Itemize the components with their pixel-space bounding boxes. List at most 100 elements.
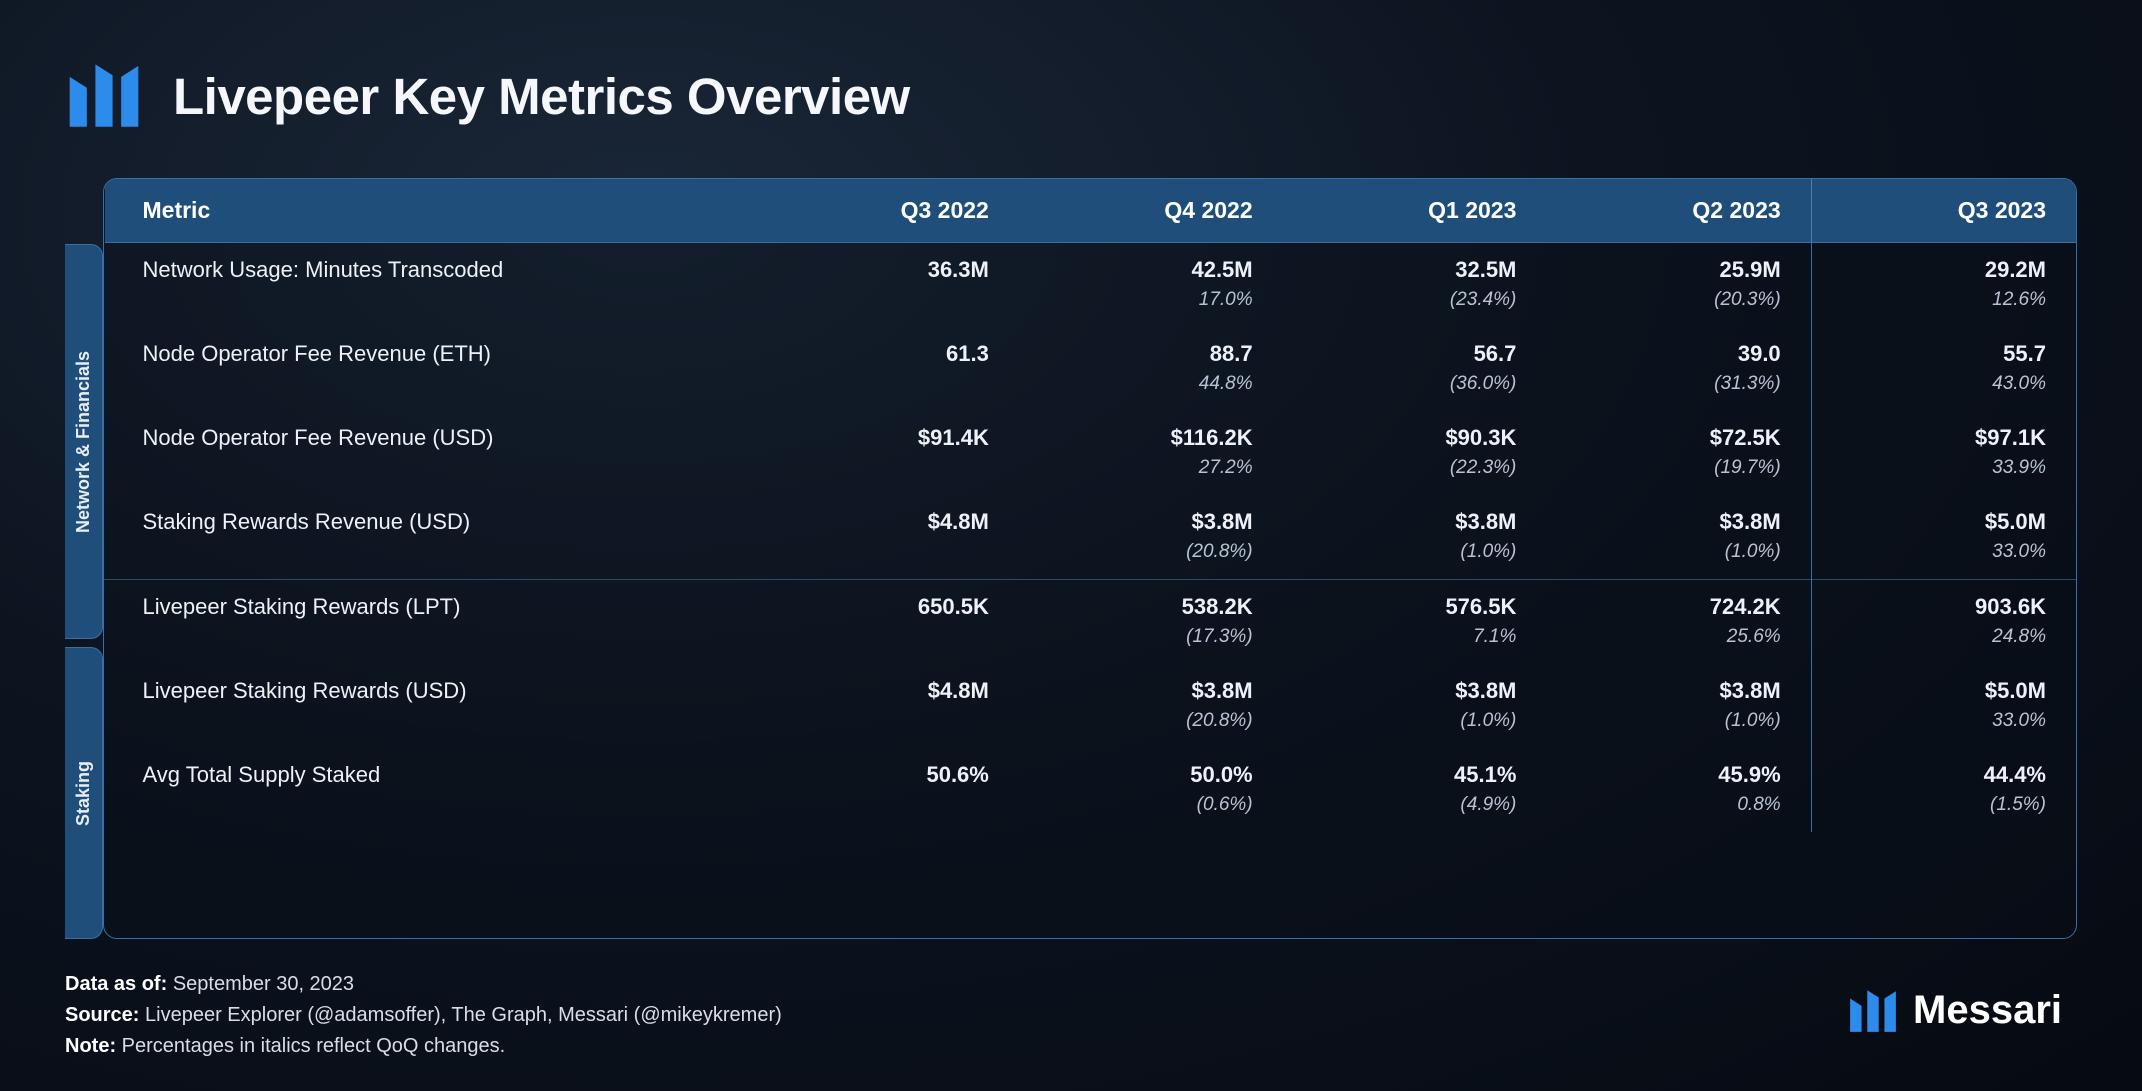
- col-header: Q3 2023: [1811, 179, 2076, 243]
- footer-source: Source: Livepeer Explorer (@adamsoffer),…: [65, 1000, 2077, 1031]
- pct-value: 12.6%: [1811, 287, 2076, 327]
- pct-value: 25.6%: [1546, 624, 1811, 664]
- pct-row: (20.8%)(1.0%)(1.0%)33.0%: [105, 539, 2077, 580]
- metric-value: 44.4%: [1811, 748, 2076, 792]
- pct-value: 33.9%: [1811, 455, 2076, 495]
- metric-name: Livepeer Staking Rewards (USD): [105, 664, 756, 708]
- messari-logo-icon: [65, 55, 143, 138]
- footer-data-as-of: Data as of: September 30, 2023: [65, 969, 2077, 1000]
- pct-value: (1.0%): [1283, 708, 1547, 748]
- col-header: Q3 2022: [755, 179, 1019, 243]
- pct-value: (22.3%): [1283, 455, 1547, 495]
- col-header: Metric: [105, 179, 756, 243]
- metric-value: $3.8M: [1546, 664, 1811, 708]
- metric-value: 56.7: [1283, 327, 1547, 371]
- metric-name: Node Operator Fee Revenue (USD): [105, 411, 756, 455]
- metric-value: 538.2K: [1019, 580, 1283, 624]
- pct-value: [755, 539, 1019, 580]
- metric-value: 45.9%: [1546, 748, 1811, 792]
- pct-value: [755, 624, 1019, 664]
- pct-value: 17.0%: [1019, 287, 1283, 327]
- metric-value: 32.5M: [1283, 243, 1547, 288]
- metric-value: 50.0%: [1019, 748, 1283, 792]
- metric-value: $5.0M: [1811, 495, 2076, 539]
- content: Network & FinancialsStaking MetricQ3 202…: [65, 178, 2077, 939]
- brand-mark: Messari: [1847, 984, 2062, 1036]
- messari-logo-icon: [1847, 984, 1899, 1036]
- pct-value: [755, 371, 1019, 411]
- pct-row: 17.0%(23.4%)(20.3%)12.6%: [105, 287, 2077, 327]
- metric-value: $3.8M: [1019, 495, 1283, 539]
- metric-value: $3.8M: [1283, 664, 1547, 708]
- pct-value: 27.2%: [1019, 455, 1283, 495]
- metric-value: $90.3K: [1283, 411, 1547, 455]
- table-row: Staking Rewards Revenue (USD)$4.8M$3.8M$…: [105, 495, 2077, 539]
- table-header-row: MetricQ3 2022Q4 2022Q1 2023Q2 2023Q3 202…: [105, 179, 2077, 243]
- col-header: Q1 2023: [1283, 179, 1547, 243]
- metric-value: 39.0: [1546, 327, 1811, 371]
- group-tab: Network & Financials: [65, 244, 103, 639]
- header: Livepeer Key Metrics Overview: [65, 55, 2077, 138]
- page-title: Livepeer Key Metrics Overview: [173, 67, 910, 126]
- metric-value: 55.7: [1811, 327, 2076, 371]
- pct-value: (20.8%): [1019, 708, 1283, 748]
- metric-value: $116.2K: [1019, 411, 1283, 455]
- pct-value: (0.6%): [1019, 792, 1283, 832]
- pct-value: (36.0%): [1283, 371, 1547, 411]
- metric-value: $3.8M: [1019, 664, 1283, 708]
- pct-value: (20.3%): [1546, 287, 1811, 327]
- pct-value: (1.0%): [1283, 539, 1547, 580]
- pct-value: [755, 455, 1019, 495]
- pct-value: [755, 287, 1019, 327]
- pct-value: (1.0%): [1546, 539, 1811, 580]
- pct-value: 44.8%: [1019, 371, 1283, 411]
- table-row: Avg Total Supply Staked50.6%50.0%45.1%45…: [105, 748, 2077, 792]
- metric-value: 45.1%: [1283, 748, 1547, 792]
- metric-name: Avg Total Supply Staked: [105, 748, 756, 792]
- pct-value: [755, 792, 1019, 832]
- pct-value: 33.0%: [1811, 708, 2076, 748]
- metric-name: Node Operator Fee Revenue (ETH): [105, 327, 756, 371]
- pct-value: (1.0%): [1546, 708, 1811, 748]
- col-header: Q4 2022: [1019, 179, 1283, 243]
- metric-value: 576.5K: [1283, 580, 1547, 624]
- metric-value: $5.0M: [1811, 664, 2076, 708]
- metric-name: Livepeer Staking Rewards (LPT): [105, 580, 756, 624]
- table-body: Network Usage: Minutes Transcoded36.3M42…: [105, 243, 2077, 833]
- metric-value: 36.3M: [755, 243, 1019, 288]
- pct-value: 0.8%: [1546, 792, 1811, 832]
- pct-row: 44.8%(36.0%)(31.3%)43.0%: [105, 371, 2077, 411]
- pct-value: (19.7%): [1546, 455, 1811, 495]
- pct-value: 7.1%: [1283, 624, 1547, 664]
- footer-note: Note: Percentages in italics reflect QoQ…: [65, 1031, 2077, 1062]
- metric-value: $3.8M: [1546, 495, 1811, 539]
- pct-value: (17.3%): [1019, 624, 1283, 664]
- metric-value: 650.5K: [755, 580, 1019, 624]
- pct-row: 27.2%(22.3%)(19.7%)33.9%: [105, 455, 2077, 495]
- table-row: Node Operator Fee Revenue (USD)$91.4K$11…: [105, 411, 2077, 455]
- metric-value: 50.6%: [755, 748, 1019, 792]
- metric-value: 903.6K: [1811, 580, 2076, 624]
- pct-value: 33.0%: [1811, 539, 2076, 580]
- pct-value: (23.4%): [1283, 287, 1547, 327]
- metric-value: 61.3: [755, 327, 1019, 371]
- table-row: Livepeer Staking Rewards (LPT)650.5K538.…: [105, 580, 2077, 624]
- metric-value: $3.8M: [1283, 495, 1547, 539]
- pct-row: (0.6%)(4.9%)0.8%(1.5%): [105, 792, 2077, 832]
- pct-value: (31.3%): [1546, 371, 1811, 411]
- col-header: Q2 2023: [1546, 179, 1811, 243]
- metric-name: Network Usage: Minutes Transcoded: [105, 243, 756, 288]
- group-tab: Staking: [65, 647, 103, 939]
- pct-value: (1.5%): [1811, 792, 2076, 832]
- metric-value: $97.1K: [1811, 411, 2076, 455]
- brand-text: Messari: [1913, 988, 2062, 1033]
- footer: Data as of: September 30, 2023 Source: L…: [65, 969, 2077, 1062]
- pct-value: [755, 708, 1019, 748]
- pct-value: (20.8%): [1019, 539, 1283, 580]
- metric-name: Staking Rewards Revenue (USD): [105, 495, 756, 539]
- pct-value: 43.0%: [1811, 371, 2076, 411]
- metrics-table: MetricQ3 2022Q4 2022Q1 2023Q2 2023Q3 202…: [103, 178, 2077, 939]
- table-row: Node Operator Fee Revenue (ETH)61.388.75…: [105, 327, 2077, 371]
- metric-value: 42.5M: [1019, 243, 1283, 288]
- pct-value: 24.8%: [1811, 624, 2076, 664]
